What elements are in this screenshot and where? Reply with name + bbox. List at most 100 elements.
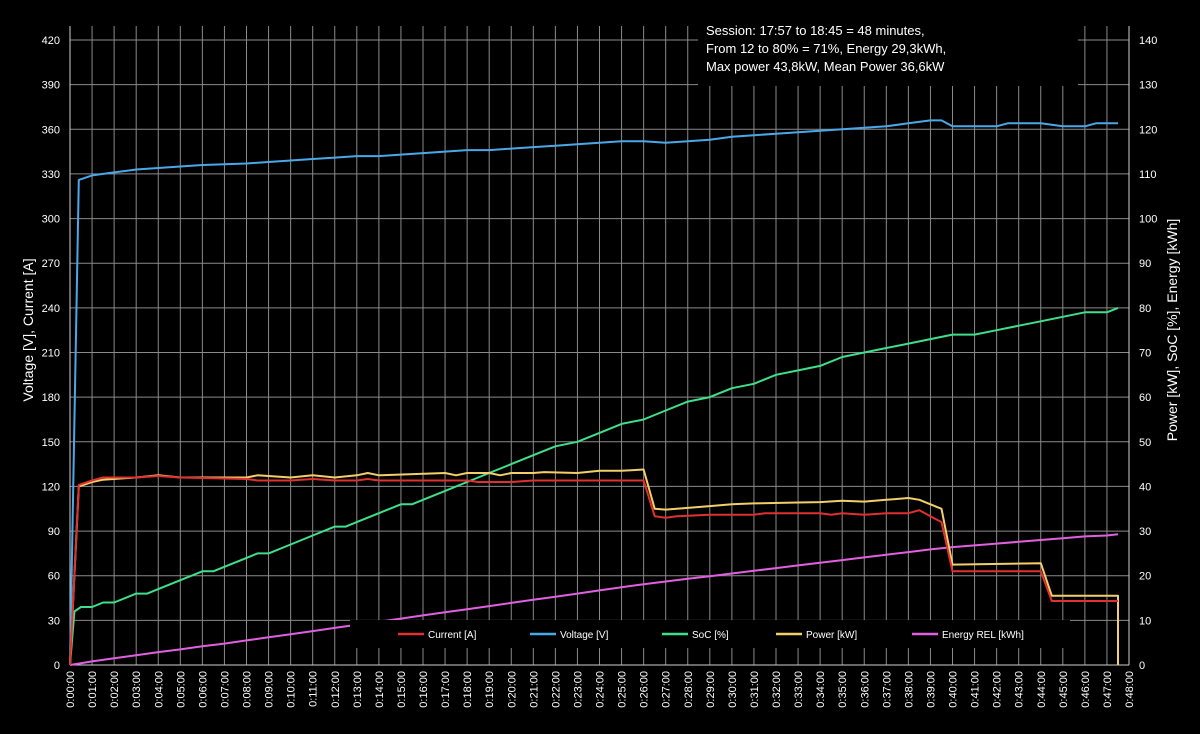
left-tick-label: 180: [42, 392, 60, 404]
series-line-power-kw: [69, 468, 1119, 666]
right-tick-label: 0: [1139, 660, 1145, 672]
x-tick-label: 0:45:00: [1058, 671, 1070, 708]
annotation-line-2: From 12 to 80% = 71%, Energy 29,3kWh,: [706, 41, 946, 56]
annotation-line-1: Session: 17:57 to 18:45 = 48 minutes,: [706, 23, 925, 38]
legend-label-energy-rel-kwh: Energy REL [kWh]: [942, 630, 1024, 641]
x-tick-label: 0:17:00: [440, 671, 452, 708]
left-tick-label: 330: [42, 169, 60, 181]
x-tick-label: 0:20:00: [506, 671, 518, 708]
x-tick-label: 0:03:00: [131, 671, 143, 708]
right-tick-label: 60: [1139, 392, 1151, 404]
right-tick-label: 110: [1139, 169, 1157, 181]
x-tick-label: 0:01:00: [87, 671, 99, 708]
right-tick-label: 140: [1139, 35, 1157, 47]
right-tick-label: 100: [1139, 214, 1157, 226]
left-tick-label: 60: [48, 571, 60, 583]
left-tick-label: 390: [42, 80, 60, 92]
legend-label-current-a: Current [A]: [428, 630, 477, 641]
left-tick-label: 150: [42, 437, 60, 449]
x-tick-label: 0:37:00: [881, 671, 893, 708]
annotation-box: Session: 17:57 to 18:45 = 48 minutes, Fr…: [698, 14, 1078, 86]
x-axis-ticks: 0:00:00 0:01:00 0:02:00 0:03:00 0:04:00 0:05:…: [65, 671, 1136, 708]
x-tick-label: 0:14:00: [374, 671, 386, 708]
x-tick-label: 0:32:00: [771, 671, 783, 708]
x-tick-label: 0:18:00: [462, 671, 474, 708]
x-tick-label: 0:28:00: [683, 671, 695, 708]
x-tick-label: 0:34:00: [815, 671, 827, 708]
annotation-background: [698, 14, 1078, 86]
right-tick-label: 130: [1139, 80, 1157, 92]
left-tick-label: 240: [42, 303, 60, 315]
x-tick-label: 0:33:00: [793, 671, 805, 708]
grid-lines: [69, 26, 1130, 666]
x-tick-label: 0:48:00: [1124, 671, 1136, 708]
x-tick-label: 0:16:00: [418, 671, 430, 708]
x-tick-label: 0:40:00: [948, 671, 960, 708]
x-tick-label: 0:25:00: [617, 671, 629, 708]
series-layer: [69, 119, 1119, 666]
x-tick-label: 0:38:00: [903, 671, 915, 708]
left-axis-title: Voltage [V], Current [A]: [20, 258, 36, 401]
left-tick-label: 270: [42, 258, 60, 270]
x-tick-label: 0:42:00: [992, 671, 1004, 708]
right-axis-title: Power [kW], SoC [%], Energy [kWh]: [1164, 219, 1180, 442]
x-tick-label: 0:21:00: [528, 671, 540, 708]
right-tick-label: 70: [1139, 348, 1151, 360]
left-tick-label: 300: [42, 214, 60, 226]
series-line-energy-rel-kwh: [69, 533, 1119, 666]
legend-background: [350, 620, 1070, 648]
left-tick-label: 210: [42, 348, 60, 360]
legend-label-voltage-v: Voltage [V]: [560, 630, 609, 641]
x-tick-label: 0:15:00: [396, 671, 408, 708]
x-tick-label: 0:47:00: [1102, 671, 1114, 708]
x-tick-label: 0:26:00: [639, 671, 651, 708]
x-tick-label: 0:12:00: [330, 671, 342, 708]
legend-label-soc: SoC [%]: [692, 630, 729, 641]
series-line-soc: [69, 306, 1119, 666]
right-axis-ticks: 0 10 20 30 40 50 60 70 80 90 100 110 120 130 140: [1139, 35, 1157, 672]
x-tick-label: 0:23:00: [572, 671, 584, 708]
x-tick-label: 0:39:00: [925, 671, 937, 708]
x-tick-label: 0:27:00: [661, 671, 673, 708]
x-tick-label: 0:11:00: [308, 671, 320, 707]
x-tick-label: 0:46:00: [1080, 671, 1092, 708]
x-tick-label: 0:30:00: [727, 671, 739, 708]
x-tick-label: 0:08:00: [242, 671, 254, 708]
right-tick-label: 50: [1139, 437, 1151, 449]
left-tick-label: 120: [42, 481, 60, 493]
x-tick-label: 0:13:00: [352, 671, 364, 708]
x-tick-label: 0:04:00: [153, 671, 165, 708]
x-tick-label: 0:02:00: [109, 671, 121, 708]
left-tick-label: 30: [48, 615, 60, 627]
left-tick-label: 0: [54, 660, 60, 672]
x-tick-label: 0:22:00: [550, 671, 562, 708]
x-tick-label: 0:36:00: [859, 671, 871, 708]
x-tick-label: 0:19:00: [484, 671, 496, 708]
x-tick-label: 0:44:00: [1036, 671, 1048, 708]
left-axis-ticks: 0 30 60 90 120 150 180 210 240 270 300 330 360 390 420: [42, 35, 60, 672]
right-tick-label: 20: [1139, 571, 1151, 583]
x-tick-label: 0:35:00: [837, 671, 849, 708]
right-tick-label: 90: [1139, 258, 1151, 270]
legend: Current [A] Voltage [V] SoC [%] Power [kW] E…: [350, 620, 1070, 648]
left-tick-label: 360: [42, 124, 60, 136]
x-tick-label: 0:24:00: [595, 671, 607, 708]
right-tick-label: 40: [1139, 481, 1151, 493]
annotation-line-3: Max power 43,8kW, Mean Power 36,6kW: [706, 59, 945, 74]
right-tick-label: 80: [1139, 303, 1151, 315]
left-tick-label: 90: [48, 526, 60, 538]
right-tick-label: 30: [1139, 526, 1151, 538]
x-tick-label: 0:09:00: [264, 671, 276, 708]
x-tick-label: 0:31:00: [749, 671, 761, 708]
right-tick-label: 10: [1139, 615, 1151, 627]
x-tick-label: 0:29:00: [705, 671, 717, 708]
right-tick-label: 120: [1139, 124, 1157, 136]
x-tick-label: 0:41:00: [970, 671, 982, 708]
series-line-current-a: [69, 475, 1118, 666]
x-tick-label: 0:07:00: [219, 671, 231, 708]
x-tick-label: 0:06:00: [197, 671, 209, 708]
x-tick-label: 0:43:00: [1014, 671, 1026, 708]
left-tick-label: 420: [42, 35, 60, 47]
series-line-voltage-v: [69, 119, 1118, 666]
